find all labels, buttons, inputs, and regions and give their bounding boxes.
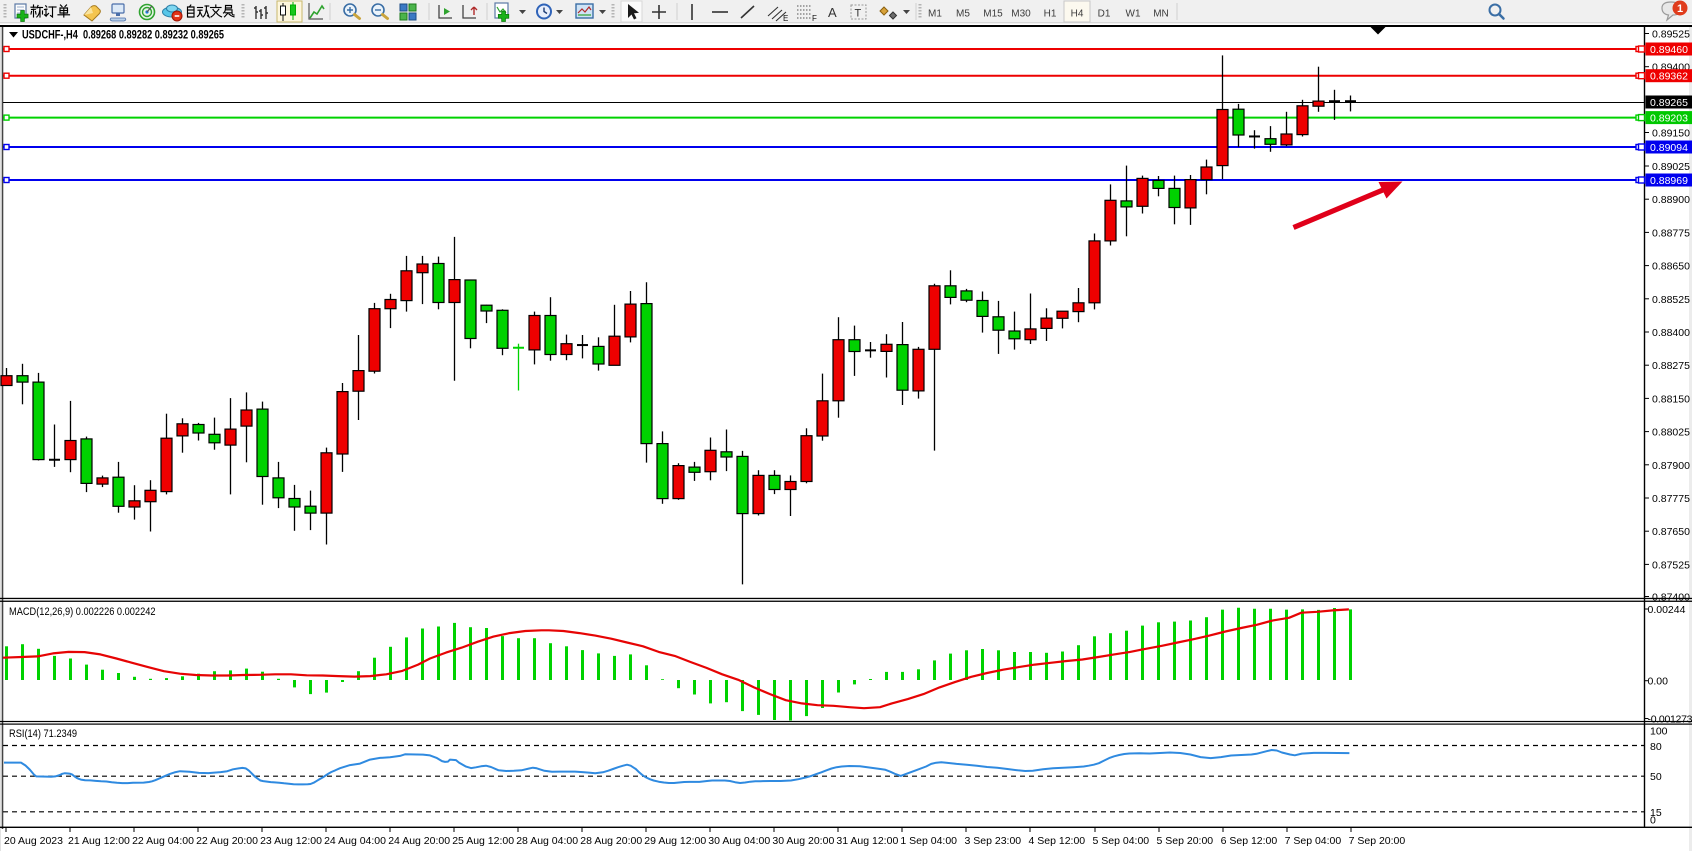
svg-text:22 Aug 04:00: 22 Aug 04:00 — [132, 835, 194, 847]
svg-text:F: F — [812, 14, 817, 23]
svg-text:0.88900: 0.88900 — [1652, 194, 1690, 206]
svg-text:31 Aug 12:00: 31 Aug 12:00 — [836, 835, 898, 847]
svg-text:MACD(12,26,9) 0.002226 0.00224: MACD(12,26,9) 0.002226 0.002242 — [9, 606, 156, 618]
svg-text:0.89265: 0.89265 — [1650, 97, 1688, 109]
svg-text:0.88150: 0.88150 — [1652, 393, 1690, 405]
svg-text:0.88969: 0.88969 — [1650, 175, 1688, 187]
svg-text:1: 1 — [1677, 3, 1683, 15]
svg-text:30 Aug 04:00: 30 Aug 04:00 — [708, 835, 770, 847]
svg-text:T: T — [855, 8, 862, 20]
svg-text:0.89150: 0.89150 — [1652, 128, 1690, 140]
svg-text:29 Aug 12:00: 29 Aug 12:00 — [644, 835, 706, 847]
svg-text:H4: H4 — [1071, 9, 1084, 20]
svg-text:H1: H1 — [1044, 9, 1057, 20]
svg-text:M5: M5 — [956, 9, 970, 20]
svg-text:0.89025: 0.89025 — [1652, 161, 1690, 173]
svg-text:A: A — [828, 5, 837, 20]
svg-text:5 Sep 20:00: 5 Sep 20:00 — [1157, 835, 1214, 847]
svg-text:30 Aug 20:00: 30 Aug 20:00 — [772, 835, 834, 847]
svg-text:15: 15 — [1650, 807, 1662, 819]
svg-text:MN: MN — [1153, 9, 1169, 20]
svg-text:21 Aug 12:00: 21 Aug 12:00 — [68, 835, 130, 847]
svg-text:0.88400: 0.88400 — [1652, 327, 1690, 339]
svg-text:24 Aug 20:00: 24 Aug 20:00 — [388, 835, 450, 847]
svg-text:E: E — [783, 14, 788, 23]
svg-text:0.88525: 0.88525 — [1652, 294, 1690, 306]
svg-text:0: 0 — [1650, 815, 1656, 827]
svg-text:80: 80 — [1650, 741, 1662, 753]
svg-text:0.88775: 0.88775 — [1652, 227, 1690, 239]
svg-text:M1: M1 — [928, 9, 942, 20]
svg-text:0.00: 0.00 — [1648, 676, 1669, 688]
svg-text:0.88650: 0.88650 — [1652, 261, 1690, 273]
svg-text:M30: M30 — [1011, 9, 1031, 20]
svg-text:W1: W1 — [1126, 9, 1141, 20]
svg-text:7 Sep 20:00: 7 Sep 20:00 — [1349, 835, 1406, 847]
svg-text:7 Sep 04:00: 7 Sep 04:00 — [1285, 835, 1342, 847]
svg-text:0.89203: 0.89203 — [1650, 113, 1688, 125]
svg-text:100: 100 — [1650, 726, 1668, 738]
svg-text:3 Sep 23:00: 3 Sep 23:00 — [965, 835, 1022, 847]
svg-text:0.87525: 0.87525 — [1652, 559, 1690, 571]
svg-text:22 Aug 20:00: 22 Aug 20:00 — [196, 835, 258, 847]
svg-text:24 Aug 04:00: 24 Aug 04:00 — [324, 835, 386, 847]
svg-text:RSI(14) 71.2349: RSI(14) 71.2349 — [9, 728, 77, 740]
svg-text:-0.001273: -0.001273 — [1648, 714, 1692, 726]
svg-text:28 Aug 20:00: 28 Aug 20:00 — [580, 835, 642, 847]
svg-text:0.87650: 0.87650 — [1652, 526, 1690, 538]
svg-text:20 Aug 2023: 20 Aug 2023 — [4, 835, 63, 847]
svg-text:USDCHF-,H4 0.89268 0.89282 0.: USDCHF-,H4 0.89268 0.89282 0.89232 0.892… — [22, 28, 224, 42]
svg-text:4 Sep 12:00: 4 Sep 12:00 — [1029, 835, 1086, 847]
svg-text:0.88275: 0.88275 — [1652, 360, 1690, 372]
svg-text:0.87775: 0.87775 — [1652, 493, 1690, 505]
svg-text:5 Sep 04:00: 5 Sep 04:00 — [1093, 835, 1150, 847]
svg-text:23 Aug 12:00: 23 Aug 12:00 — [260, 835, 322, 847]
svg-text:D1: D1 — [1098, 9, 1111, 20]
svg-text:0.87400: 0.87400 — [1652, 592, 1690, 604]
svg-text:25 Aug 12:00: 25 Aug 12:00 — [452, 835, 514, 847]
svg-text:0.89362: 0.89362 — [1650, 71, 1688, 83]
svg-text:0.89525: 0.89525 — [1652, 29, 1690, 41]
svg-text:0.89094: 0.89094 — [1650, 142, 1688, 154]
svg-text:M15: M15 — [983, 9, 1003, 20]
svg-text:0.88025: 0.88025 — [1652, 427, 1690, 439]
svg-text:28 Aug 04:00: 28 Aug 04:00 — [516, 835, 578, 847]
svg-text:6 Sep 12:00: 6 Sep 12:00 — [1221, 835, 1278, 847]
svg-text:1 Sep 04:00: 1 Sep 04:00 — [900, 835, 957, 847]
svg-text:0.87900: 0.87900 — [1652, 460, 1690, 472]
svg-text:0.00244: 0.00244 — [1648, 604, 1686, 616]
svg-text:50: 50 — [1650, 771, 1662, 783]
svg-text:0.89460: 0.89460 — [1650, 44, 1688, 56]
